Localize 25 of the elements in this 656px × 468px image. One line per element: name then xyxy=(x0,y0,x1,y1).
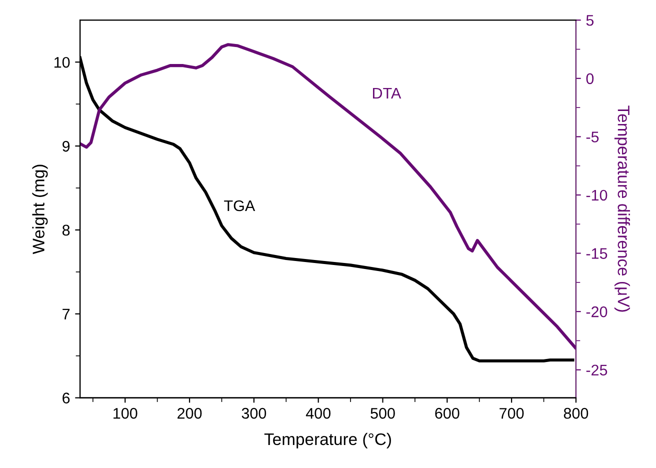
x-tick-label: 100 xyxy=(114,408,138,419)
series-label: TGA xyxy=(224,200,256,212)
y2-tick-label: 5 xyxy=(586,15,594,26)
y-tick-label: 8 xyxy=(62,224,70,236)
y-tick-label: 7 xyxy=(62,308,70,320)
y2-tick-label: -25 xyxy=(586,364,608,376)
series-label: DTA xyxy=(372,88,402,98)
y2-tick-label: 0 xyxy=(586,73,594,84)
x-tick-label: 600 xyxy=(435,408,460,419)
y-tick-label: 9 xyxy=(62,140,70,152)
y2-tick-label: -15 xyxy=(586,248,608,259)
y2-axis-title: Temperature difference (μV) xyxy=(614,106,630,312)
y-tick-label: 10 xyxy=(54,56,70,68)
x-tick-label: 400 xyxy=(306,408,330,419)
y2-tick-label: -20 xyxy=(586,306,608,318)
x-tick-label: 300 xyxy=(242,408,266,419)
x-tick-label: 800 xyxy=(564,408,588,419)
x-axis-title: Temperature (°C) xyxy=(264,432,391,448)
y2-tick-label: -10 xyxy=(586,190,608,201)
y-axis-title: Weight (mg) xyxy=(32,164,48,254)
x-tick-label: 700 xyxy=(500,408,524,419)
y-tick-label: 6 xyxy=(62,392,70,404)
x-tick-label: 200 xyxy=(178,408,202,419)
x-tick-label: 500 xyxy=(370,408,395,419)
y2-tick-label: -5 xyxy=(586,132,599,142)
